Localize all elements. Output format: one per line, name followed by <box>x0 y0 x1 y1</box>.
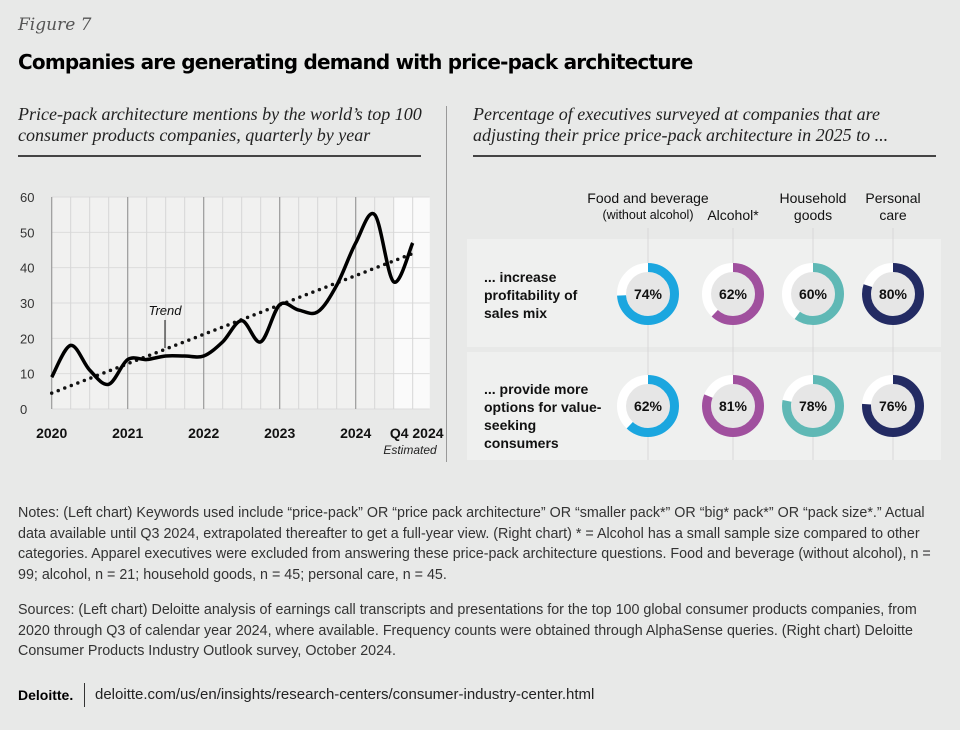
y-tick-label: 60 <box>20 190 34 205</box>
right-title-rule <box>473 155 936 157</box>
donut-value-label: 74% <box>634 286 663 302</box>
donut-center <box>626 384 670 428</box>
trend-line <box>49 251 415 395</box>
column-header-line1: Personal <box>865 190 921 206</box>
x-tick-note: Estimated <box>383 443 437 457</box>
line-chart: 0 10 20 30 40 50 60 2020 2021 2022 2023 2024 Q4 2024… <box>20 190 444 457</box>
donut-value-label: 78% <box>799 398 828 414</box>
x-tick-label: 2021 <box>112 425 143 441</box>
notes: Notes: (Left chart) Keywords used includ… <box>18 505 931 583</box>
footer-separator <box>84 683 85 707</box>
deloitte-logo: Deloitte. <box>18 687 74 703</box>
donut-value-label: 81% <box>719 398 748 414</box>
donut-center <box>871 384 915 428</box>
sources: Sources: (Left chart) Deloitte analysis … <box>18 602 917 659</box>
column-header-line1: Alcohol* <box>707 207 759 223</box>
row-label-1: ... increase profitability of sales mix <box>484 269 578 321</box>
donut-center <box>711 384 755 428</box>
column-header: Household goods <box>743 190 883 224</box>
donut-arc <box>862 263 924 325</box>
donut-grid: 74% 62% 60% 80% 62% 81% 78% 76% <box>617 228 924 460</box>
page-title: Companies are generating demand with pri… <box>18 50 693 74</box>
x-tick-label: 2024 <box>340 425 371 441</box>
column-header: Alcohol* <box>663 207 803 224</box>
y-tick-label: 10 <box>20 367 34 382</box>
footer-url[interactable]: deloitte.com/us/en/insights/research-cen… <box>95 686 595 703</box>
x-tick-label: 2023 <box>264 425 295 441</box>
column-header-line2: goods <box>793 207 833 223</box>
donut-arc <box>702 375 764 437</box>
left-title-rule <box>18 155 421 157</box>
donut-arc <box>617 375 679 437</box>
y-tick-label: 20 <box>20 331 34 346</box>
y-tick-label: 0 <box>20 402 27 417</box>
donut-value-label: 80% <box>879 286 908 302</box>
donut-center <box>711 272 755 316</box>
figure-label: Figure 7 <box>18 15 92 35</box>
left-chart-title: Price-pack architecture mentions by the … <box>18 104 422 145</box>
donut-center <box>791 384 835 428</box>
column-header-line1: Household <box>779 190 847 206</box>
y-tick-label: 50 <box>20 225 34 240</box>
donut-center <box>791 272 835 316</box>
donut-value-label: 62% <box>634 398 663 414</box>
donut-arc <box>862 375 924 437</box>
y-tick-label: 30 <box>20 296 34 311</box>
x-tick-label: Q4 2024 <box>390 425 444 441</box>
x-tick-label: 2022 <box>188 425 219 441</box>
right-chart-title: Percentage of executives surveyed at com… <box>473 104 889 145</box>
donut-arc <box>782 263 844 325</box>
column-header: Personal care <box>823 190 960 224</box>
y-tick-label: 40 <box>20 261 34 276</box>
column-header-line2: (without alcohol) <box>602 208 694 222</box>
donut-value-label: 62% <box>719 286 748 302</box>
donut-center <box>626 272 670 316</box>
x-tick-label: 2020 <box>36 425 67 441</box>
column-header-line2: care <box>879 207 907 223</box>
donut-center <box>871 272 915 316</box>
donut-arc <box>782 375 844 437</box>
row-label-2: ... provide more options for value-seeki… <box>484 381 602 451</box>
donut-value-label: 76% <box>879 398 908 414</box>
column-header-line1: Food and beverage <box>587 190 709 206</box>
donut-value-label: 60% <box>799 286 828 302</box>
trend-annotation: Trend <box>149 303 183 318</box>
donut-arc <box>617 263 679 325</box>
column-header: Food and beverage (without alcohol) <box>578 190 718 224</box>
donut-arc <box>702 263 764 325</box>
panel-divider <box>446 106 447 462</box>
